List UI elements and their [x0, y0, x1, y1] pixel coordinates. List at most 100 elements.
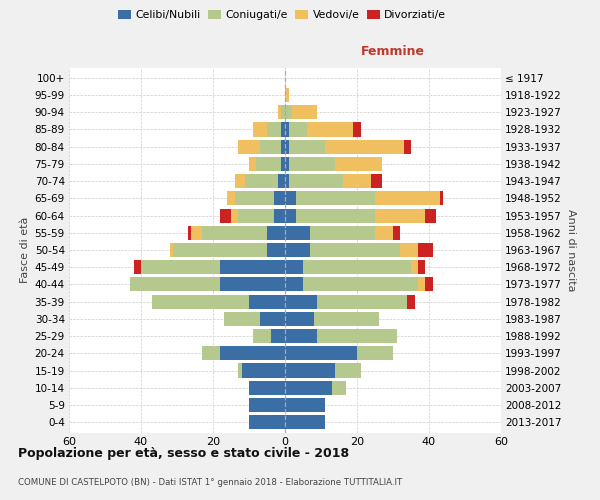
Bar — [400, 243, 418, 257]
Bar — [418, 260, 425, 274]
Bar — [245, 174, 278, 188]
Bar — [238, 364, 242, 378]
Bar — [267, 243, 285, 257]
Bar — [141, 260, 220, 274]
Bar — [285, 140, 289, 154]
Bar — [256, 157, 281, 171]
Bar — [267, 122, 281, 136]
Bar — [425, 208, 436, 222]
Bar — [285, 88, 289, 102]
Bar — [375, 208, 425, 222]
Bar — [285, 122, 289, 136]
Bar — [271, 329, 285, 343]
Text: Popolazione per età, sesso e stato civile - 2018: Popolazione per età, sesso e stato civil… — [18, 448, 349, 460]
Bar — [425, 278, 433, 291]
Bar — [407, 294, 415, 308]
Bar — [231, 208, 238, 222]
Y-axis label: Fasce di età: Fasce di età — [20, 217, 31, 283]
Bar — [249, 294, 285, 308]
Bar — [173, 243, 267, 257]
Bar — [220, 208, 231, 222]
Bar — [238, 140, 260, 154]
Bar — [281, 105, 285, 120]
Bar — [285, 260, 303, 274]
Bar — [202, 226, 267, 240]
Bar — [371, 174, 382, 188]
Bar — [296, 192, 375, 205]
Bar — [411, 260, 418, 274]
Bar — [278, 174, 285, 188]
Bar — [278, 105, 281, 120]
Bar — [285, 329, 317, 343]
Bar — [281, 140, 285, 154]
Bar — [357, 346, 393, 360]
Text: Femmine: Femmine — [361, 46, 425, 59]
Bar — [274, 208, 285, 222]
Bar — [418, 278, 425, 291]
Bar — [335, 364, 361, 378]
Bar — [292, 105, 317, 120]
Bar — [281, 157, 285, 171]
Bar — [285, 364, 335, 378]
Bar — [289, 157, 335, 171]
Bar — [220, 278, 285, 291]
Bar — [285, 105, 292, 120]
Bar — [267, 226, 285, 240]
Bar — [335, 157, 382, 171]
Bar — [285, 226, 310, 240]
Bar — [249, 415, 285, 429]
Bar — [285, 346, 357, 360]
Bar — [134, 260, 141, 274]
Bar — [296, 208, 375, 222]
Bar — [317, 329, 397, 343]
Bar — [249, 380, 285, 395]
Bar — [303, 278, 418, 291]
Bar — [289, 174, 343, 188]
Bar — [285, 294, 317, 308]
Bar — [285, 243, 310, 257]
Bar — [285, 278, 303, 291]
Bar — [249, 157, 256, 171]
Bar — [285, 174, 289, 188]
Bar — [238, 208, 274, 222]
Bar — [191, 226, 202, 240]
Bar — [170, 243, 173, 257]
Bar — [253, 122, 267, 136]
Bar — [285, 398, 325, 412]
Bar — [303, 260, 411, 274]
Bar — [274, 192, 285, 205]
Bar — [332, 380, 346, 395]
Bar — [343, 174, 371, 188]
Bar — [227, 192, 235, 205]
Bar — [285, 415, 325, 429]
Bar — [188, 226, 191, 240]
Bar — [393, 226, 400, 240]
Bar — [281, 122, 285, 136]
Bar — [353, 122, 361, 136]
Bar — [224, 312, 260, 326]
Bar — [220, 260, 285, 274]
Bar — [289, 140, 325, 154]
Bar — [325, 140, 404, 154]
Bar — [235, 174, 245, 188]
Bar — [253, 329, 271, 343]
Bar — [314, 312, 379, 326]
Legend: Celibi/Nubili, Coniugati/e, Vedovi/e, Divorziati/e: Celibi/Nubili, Coniugati/e, Vedovi/e, Di… — [113, 6, 451, 25]
Bar — [285, 208, 296, 222]
Bar — [418, 243, 433, 257]
Bar — [317, 294, 407, 308]
Bar — [375, 192, 440, 205]
Bar — [285, 192, 296, 205]
Bar — [310, 243, 400, 257]
Bar — [242, 364, 285, 378]
Y-axis label: Anni di nascita: Anni di nascita — [566, 209, 576, 291]
Bar — [130, 278, 220, 291]
Bar — [307, 122, 353, 136]
Bar — [249, 398, 285, 412]
Bar — [310, 226, 375, 240]
Bar — [375, 226, 393, 240]
Text: COMUNE DI CASTELPOTO (BN) - Dati ISTAT 1° gennaio 2018 - Elaborazione TUTTITALIA: COMUNE DI CASTELPOTO (BN) - Dati ISTAT 1… — [18, 478, 402, 487]
Bar — [152, 294, 249, 308]
Bar — [260, 140, 281, 154]
Bar — [235, 192, 274, 205]
